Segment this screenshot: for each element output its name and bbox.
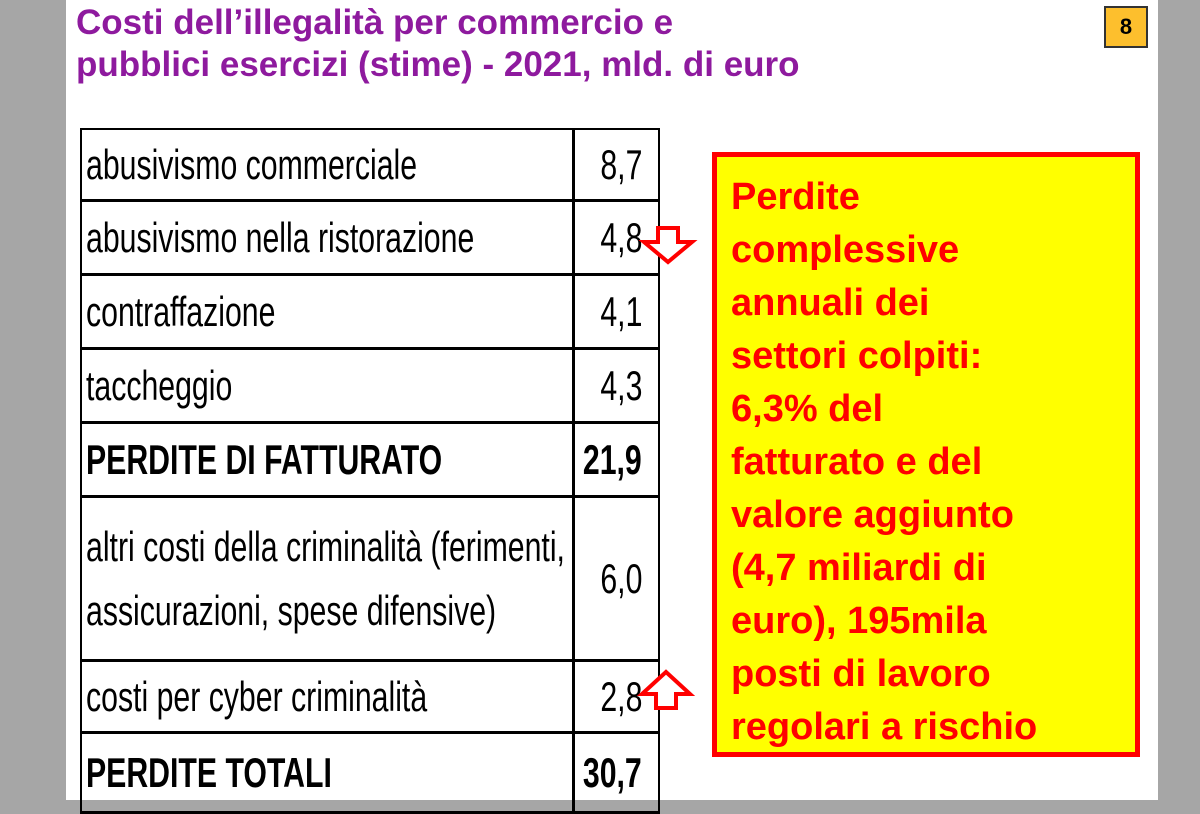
table-row: taccheggio 4,3 <box>82 350 658 424</box>
value-cell: 21,9 <box>575 424 658 495</box>
row-value: 8,7 <box>599 140 642 188</box>
row-label: abusivismo nella ristorazione <box>86 213 475 261</box>
callout-line: complessive <box>731 229 960 271</box>
row-label: altri costi della criminalità (ferimenti… <box>86 522 565 634</box>
table-row: costi per cyber criminalità 2,8 <box>82 662 658 734</box>
callout: Perdite complessive annuali dei settori col… <box>712 152 1140 757</box>
row-label: costi per cyber criminalità <box>86 672 428 720</box>
callout-line: regolari a rischio <box>731 706 1038 748</box>
callout-line: settori colpiti: <box>731 335 983 377</box>
down-arrow <box>638 226 698 265</box>
label-cell: PERDITE DI FATTURATO <box>82 424 575 495</box>
table-row: abusivismo nella ristorazione 4,8 <box>82 202 658 276</box>
callout-line: Perdite <box>731 176 860 218</box>
table-row: abusivismo commerciale 8,7 <box>82 130 658 202</box>
table-row: altri costi della criminalità (ferimenti… <box>82 498 658 662</box>
row-value: 30,7 <box>583 748 642 796</box>
row-label: abusivismo commerciale <box>86 140 418 188</box>
table-row: PERDITE TOTALI 30,7 <box>82 734 658 814</box>
row-value: 2,8 <box>599 672 642 720</box>
row-value: 4,8 <box>599 213 642 261</box>
row-label: PERDITE TOTALI <box>86 748 332 796</box>
table-row: contraffazione 4,1 <box>82 276 658 350</box>
label-cell: altri costi della criminalità (ferimenti… <box>82 498 575 659</box>
callout-line: posti di lavoro <box>731 653 991 695</box>
callout-line: 6,3% del <box>731 388 884 430</box>
label-cell: taccheggio <box>82 350 575 421</box>
value-cell: 6,0 <box>575 498 658 659</box>
title-line: pubblici esercizi (stime) - 2021, mld. d… <box>76 45 800 84</box>
value-cell: 4,8 <box>575 202 658 273</box>
label-cell: contraffazione <box>82 276 575 347</box>
callout-line: fatturato e del <box>731 441 983 483</box>
value-cell: 8,7 <box>575 130 658 199</box>
row-value: 4,1 <box>599 287 642 335</box>
title-line: Costi dell’illegalità per commercio e <box>76 3 674 42</box>
up-arrow <box>636 669 696 710</box>
callout-line: euro), 195mila <box>731 600 987 642</box>
value-cell: 2,8 <box>575 662 658 731</box>
row-value: 4,3 <box>599 361 642 409</box>
value-cell: 4,3 <box>575 350 658 421</box>
label-cell: costi per cyber criminalità <box>82 662 575 731</box>
label-cell: abusivismo nella ristorazione <box>82 202 575 273</box>
table-row: PERDITE DI FATTURATO 21,9 <box>82 424 658 498</box>
row-label: contraffazione <box>86 287 276 335</box>
label-cell: abusivismo commerciale <box>82 130 575 199</box>
row-label: taccheggio <box>86 361 233 409</box>
value-cell: 4,1 <box>575 276 658 347</box>
row-value: 21,9 <box>583 435 642 483</box>
row-value: 6,0 <box>599 554 642 602</box>
callout-line: annuali dei <box>731 282 930 324</box>
row-label: PERDITE DI FATTURATO <box>86 435 443 483</box>
label-cell: PERDITE TOTALI <box>82 734 575 811</box>
value-cell: 30,7 <box>575 734 658 811</box>
callout-line: valore aggiunto <box>731 494 1014 536</box>
slide-number: 8 <box>1104 6 1148 48</box>
callout-line: (4,7 miliardi di <box>731 547 987 589</box>
table: abusivismo commerciale 8,7 abusivismo nell… <box>80 128 660 814</box>
